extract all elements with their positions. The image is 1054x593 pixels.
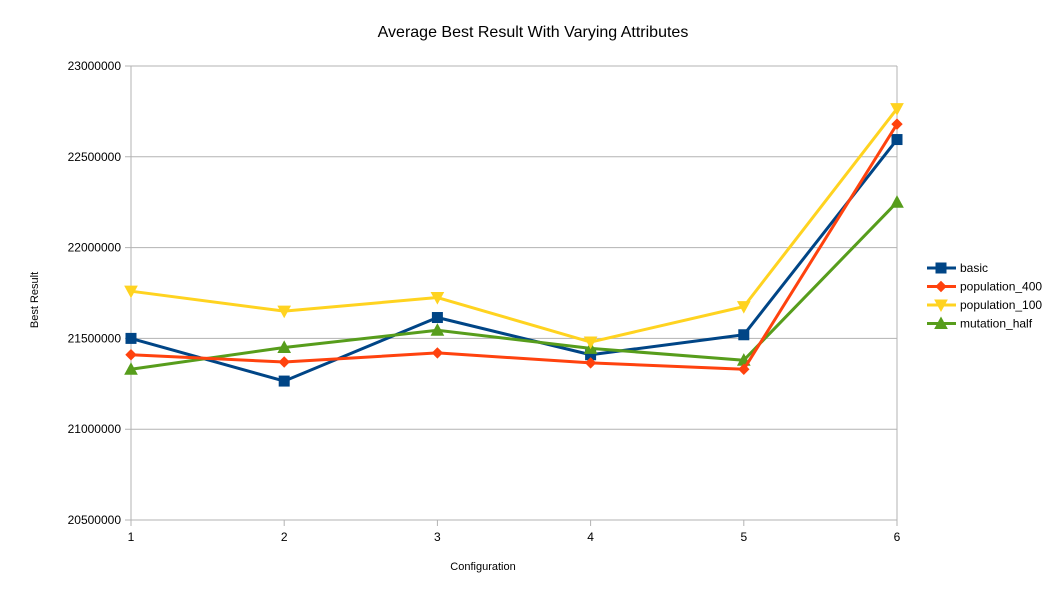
y-tick-label: 22500000 bbox=[68, 150, 122, 164]
data-point-population_100 bbox=[736, 301, 751, 314]
y-tick-label: 21500000 bbox=[68, 331, 122, 345]
x-tick-label: 4 bbox=[587, 530, 594, 544]
series-line-mutation_half bbox=[130, 201, 899, 371]
data-point-mutation_half bbox=[124, 362, 138, 375]
series-population_400 bbox=[125, 118, 903, 375]
x-tick-labels: 1 2 3 4 5 6 bbox=[128, 530, 901, 544]
legend-marker bbox=[934, 316, 948, 329]
legend-label: population_100 bbox=[960, 298, 1042, 312]
legend: basic population_400 population_100mutatio… bbox=[927, 261, 1042, 331]
data-point-population_100 bbox=[890, 103, 904, 116]
data-point-mutation_half bbox=[277, 340, 292, 353]
legend-item-basic: basic bbox=[927, 261, 988, 275]
legend-label: mutation_half bbox=[960, 317, 1033, 331]
data-point-basic bbox=[891, 134, 903, 146]
legend-marker bbox=[934, 299, 948, 313]
legend-item-mutation_half: mutation_half bbox=[927, 316, 1033, 331]
legend-label: basic bbox=[960, 261, 988, 275]
data-point-population_400 bbox=[891, 118, 903, 130]
data-point-basic bbox=[278, 375, 290, 387]
grid-lines bbox=[125, 65, 897, 521]
series-population_100 bbox=[124, 103, 904, 350]
series-group bbox=[124, 103, 904, 387]
data-point-population_400 bbox=[584, 357, 597, 369]
series-basic bbox=[125, 134, 903, 387]
y-tick-label: 23000000 bbox=[68, 59, 122, 73]
legend-marker bbox=[935, 262, 947, 274]
x-tick-label: 1 bbox=[128, 530, 135, 544]
series-line-population_400 bbox=[130, 123, 899, 371]
x-axis-label: Configuration bbox=[450, 561, 515, 573]
legend-label: population_400 bbox=[960, 280, 1042, 294]
data-point-population_100 bbox=[430, 292, 445, 305]
series-mutation_half bbox=[124, 195, 904, 375]
y-axis-label: Best Result bbox=[29, 272, 41, 328]
axes bbox=[130, 66, 898, 526]
series-line-basic bbox=[130, 138, 899, 383]
data-point-mutation_half bbox=[430, 323, 445, 336]
data-point-population_400 bbox=[278, 356, 290, 368]
data-point-basic bbox=[738, 329, 750, 341]
chart-title: Average Best Result With Varying Attribu… bbox=[378, 24, 689, 41]
data-point-basic bbox=[431, 312, 443, 324]
x-tick-label: 6 bbox=[894, 530, 901, 544]
y-tick-labels: 20500000 21000000 21500000 22000000 22500000… bbox=[68, 59, 122, 527]
data-point-population_100 bbox=[124, 285, 138, 299]
x-tick-label: 2 bbox=[281, 530, 288, 544]
y-tick-label: 21000000 bbox=[68, 422, 122, 436]
data-point-population_400 bbox=[738, 363, 750, 375]
y-tick-label: 22000000 bbox=[68, 241, 122, 255]
legend-marker bbox=[935, 280, 947, 293]
data-point-mutation_half bbox=[890, 195, 904, 208]
series-line-population_100 bbox=[130, 107, 899, 344]
legend-item-population_100: population_100 bbox=[927, 298, 1042, 313]
data-point-population_400 bbox=[125, 349, 137, 361]
data-point-basic bbox=[125, 332, 137, 344]
data-point-population_400 bbox=[431, 347, 444, 359]
data-point-population_100 bbox=[277, 305, 292, 319]
x-tick-label: 3 bbox=[434, 530, 441, 544]
x-tick-label: 5 bbox=[740, 530, 747, 544]
legend-item-population_400: population_400 bbox=[927, 280, 1042, 294]
y-tick-label: 20500000 bbox=[68, 513, 122, 527]
data-point-population_100 bbox=[583, 336, 598, 350]
